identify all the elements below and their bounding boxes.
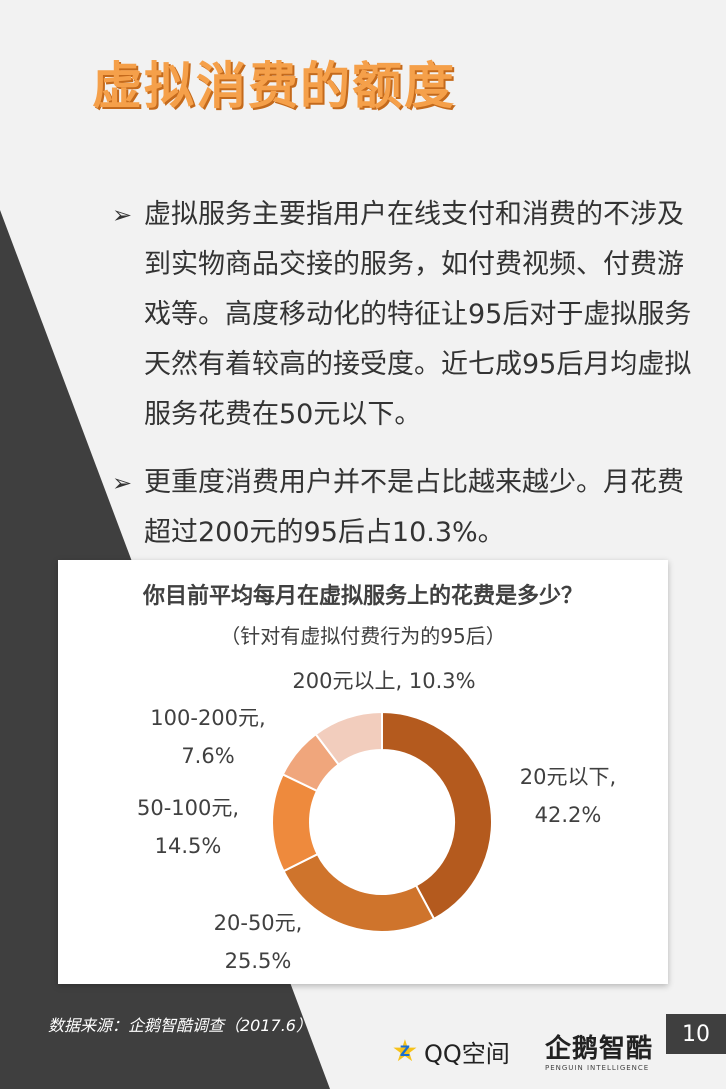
slice-label: 100-200元, xyxy=(150,706,265,730)
data-source: 数据来源：企鹅智酷调查（2017.6） xyxy=(48,1016,312,1035)
chart-card: 你目前平均每月在虚拟服务上的花费是多少？ （针对有虚拟付费行为的95后） 20元… xyxy=(58,560,668,984)
penguin-logo-subtext: PENGUIN INTELLIGENCE xyxy=(545,1064,650,1072)
slice-value-label: 42.2% xyxy=(535,803,602,827)
slice-value-label: 25.5% xyxy=(225,949,292,973)
bullet-item: ➢ 更重度消费用户并不是占比越来越少。月花费超过200元的95后占10.3%。 xyxy=(112,458,692,558)
donut-slice xyxy=(271,773,319,873)
bullet-text: 虚拟服务主要指用户在线支付和消费的不涉及到实物商品交接的服务，如付费视频、付费游… xyxy=(144,199,692,430)
slice-label: 50-100元, xyxy=(137,796,239,820)
chart-title: 你目前平均每月在虚拟服务上的花费是多少？ xyxy=(142,584,583,609)
donut-slice xyxy=(282,852,436,933)
bullet-item: ➢ 虚拟服务主要指用户在线支付和消费的不涉及到实物商品交接的服务，如付费视频、付… xyxy=(112,190,692,440)
bullet-text: 更重度消费用户并不是占比越来越少。月花费超过200元的95后占10.3%。 xyxy=(144,467,684,548)
penguin-logo-text: 企鹅智酷 xyxy=(545,1034,654,1064)
star-glyph: ★ xyxy=(391,1034,419,1069)
donut-chart: 20元以下, 42.2% 20-50元, 25.5% 50-100元, 14.5% 100-… xyxy=(137,669,616,973)
slice-label: 20元以下, xyxy=(520,765,616,789)
penguin-intelligence-logo: 企鹅智酷 PENGUIN INTELLIGENCE xyxy=(545,1034,653,1072)
bullet-list: ➢ 虚拟服务主要指用户在线支付和消费的不涉及到实物商品交接的服务，如付费视频、付… xyxy=(112,190,692,576)
bullet-arrow-icon: ➢ xyxy=(112,201,133,229)
slice-value-label: 7.6% xyxy=(181,744,234,768)
slice-value-label: 14.5% xyxy=(155,834,222,858)
donut-slice xyxy=(314,710,383,766)
bullet-arrow-icon: ➢ xyxy=(112,469,133,497)
qq-zone-text: QQ空间 xyxy=(424,1040,510,1068)
page-number: 10 xyxy=(666,1014,726,1054)
chart-subtitle: （针对有虚拟付费行为的95后） xyxy=(220,624,506,648)
page-title: 虚拟消费的额度 xyxy=(92,57,456,115)
qq-star-icon: ★ Z xyxy=(388,1034,422,1069)
donut-slice xyxy=(381,710,493,921)
qq-zone-logo: ★ Z QQ空间 xyxy=(388,1034,510,1069)
slice-label: 200元以上, 10.3% xyxy=(292,669,475,693)
z-glyph: Z xyxy=(399,1043,411,1060)
slice-label: 20-50元, xyxy=(214,911,303,935)
